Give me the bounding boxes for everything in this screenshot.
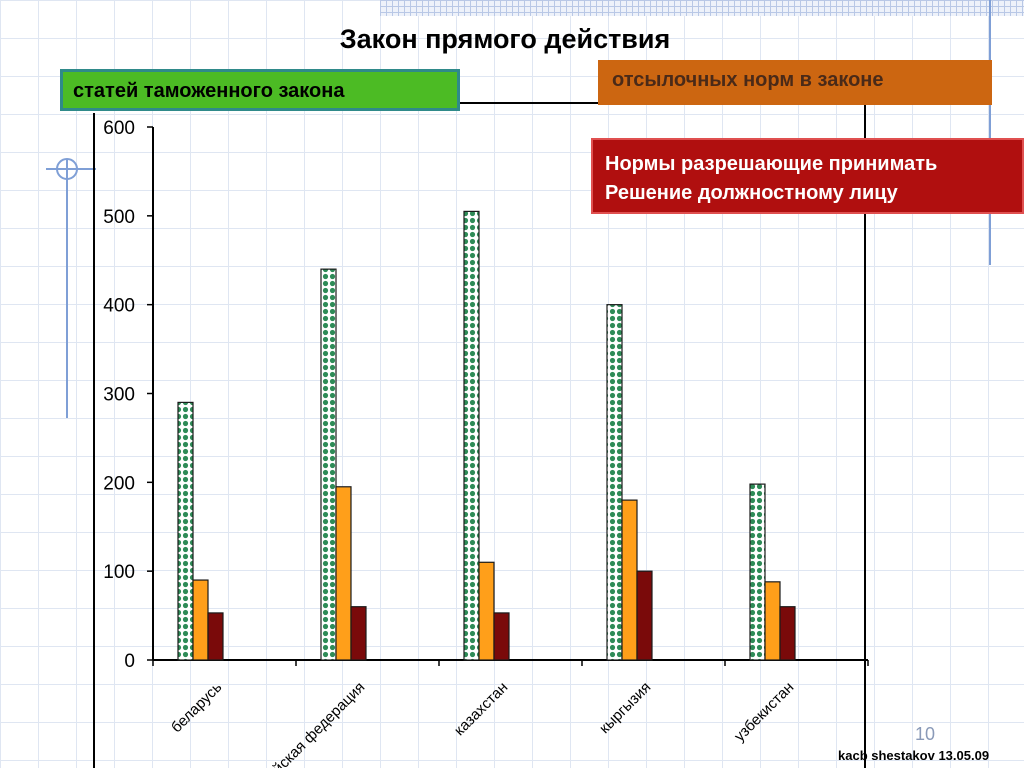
x-tick-label: йская федерация [270, 679, 369, 768]
bar-1-5 [749, 483, 766, 661]
bar-1-3 [463, 210, 480, 661]
y-tick-label: 100 [103, 562, 135, 583]
x-tick-label: беларусь [168, 679, 226, 737]
y-tick-label: 500 [103, 207, 135, 228]
chart-frame-right [864, 102, 866, 768]
bar-2-4 [621, 499, 638, 661]
bar-1-4 [606, 304, 623, 661]
y-tick-label: 400 [103, 296, 135, 317]
decor-circle-icon [56, 158, 78, 180]
chart-frame-left [93, 113, 95, 768]
y-tick-label: 600 [103, 118, 135, 139]
bar-3-1 [207, 612, 224, 661]
legend-green: статей таможенного закона [60, 69, 460, 111]
bar-3-3 [493, 612, 510, 661]
y-tick-label: 200 [103, 473, 135, 494]
x-tick-label: узбекистан [731, 679, 797, 745]
page-number: 10 [915, 724, 936, 744]
legend-red-line2: Решение должностному лицу [605, 182, 898, 204]
bar-1-2 [320, 268, 337, 661]
bar-3-5 [779, 606, 796, 661]
legend-red: Нормы разрешающие принимать Решение долж… [591, 138, 1024, 214]
x-tick-label: кыргызия [596, 679, 654, 737]
bar-2-5 [764, 581, 781, 661]
y-tick-label: 300 [103, 385, 135, 406]
legend-red-line1: Нормы разрешающие принимать [605, 153, 938, 175]
bar-3-2 [350, 606, 367, 661]
bar-3-4 [636, 570, 653, 661]
y-tick-label: 0 [124, 651, 135, 672]
bar-2-1 [192, 579, 209, 661]
x-tick-label: казахстан [451, 679, 511, 739]
header-pattern-band [380, 0, 1024, 16]
slide-title: Закон прямого действия [339, 24, 671, 54]
footer-credit: kacb shestakov 13.05.09 [838, 748, 990, 763]
legend-orange-label: отсылочных норм в законе [612, 69, 884, 91]
decor-vertical-line [66, 160, 68, 418]
decor-vertical-line-right [989, 0, 991, 265]
bar-1-1 [177, 401, 194, 661]
legend-green-label: статей таможенного закона [73, 80, 345, 102]
legend-orange: отсылочных норм в законе [598, 60, 992, 105]
bar-2-3 [478, 561, 495, 661]
bar-2-2 [335, 486, 352, 661]
